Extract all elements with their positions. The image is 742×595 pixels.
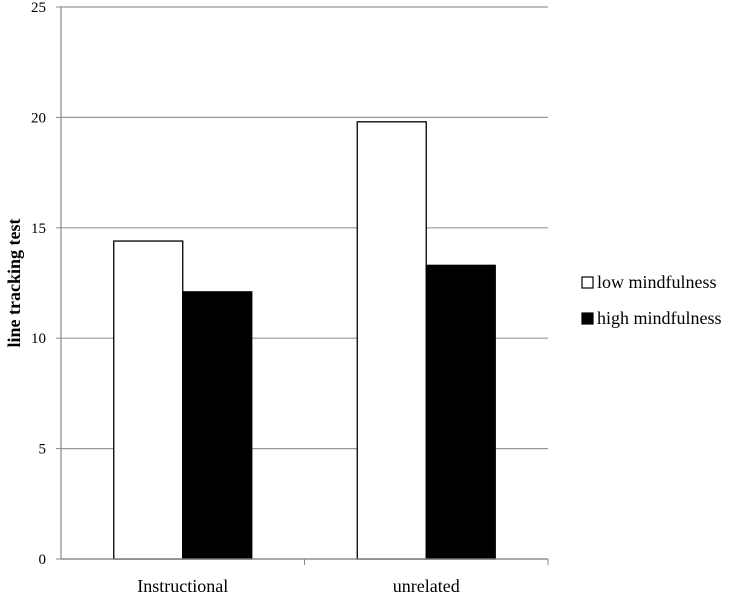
y-tick-label: 10: [31, 331, 46, 347]
y-tick-label: 15: [31, 221, 46, 237]
y-tick-label: 20: [31, 110, 46, 126]
legend: low mindfulness high mindfulness: [581, 272, 722, 328]
legend-label: high mindfulness: [597, 308, 722, 328]
y-tick-label: 0: [39, 552, 47, 568]
x-category-label: unrelated: [393, 576, 460, 595]
legend-swatch-low-mindfulness: [581, 276, 594, 289]
bar-high-mindfulness-unrelated: [425, 264, 496, 560]
axes: [56, 6, 549, 565]
y-tick-labels: 0 5 10 15 20 25: [31, 0, 46, 568]
bar-low-mindfulness-instructional: [113, 240, 184, 560]
bar-high-mindfulness-instructional: [182, 291, 253, 560]
x-category-labels: Instructional unrelated: [137, 576, 459, 595]
x-category-label: Instructional: [137, 576, 228, 595]
y-axis-title: line tracking test: [4, 219, 24, 348]
bar-low-mindfulness-unrelated: [356, 121, 427, 560]
bars: [113, 121, 496, 560]
legend-label: low mindfulness: [597, 272, 717, 292]
y-tick-label: 5: [39, 442, 47, 458]
y-tick-label: 25: [31, 0, 46, 16]
legend-swatch-high-mindfulness: [581, 312, 594, 325]
